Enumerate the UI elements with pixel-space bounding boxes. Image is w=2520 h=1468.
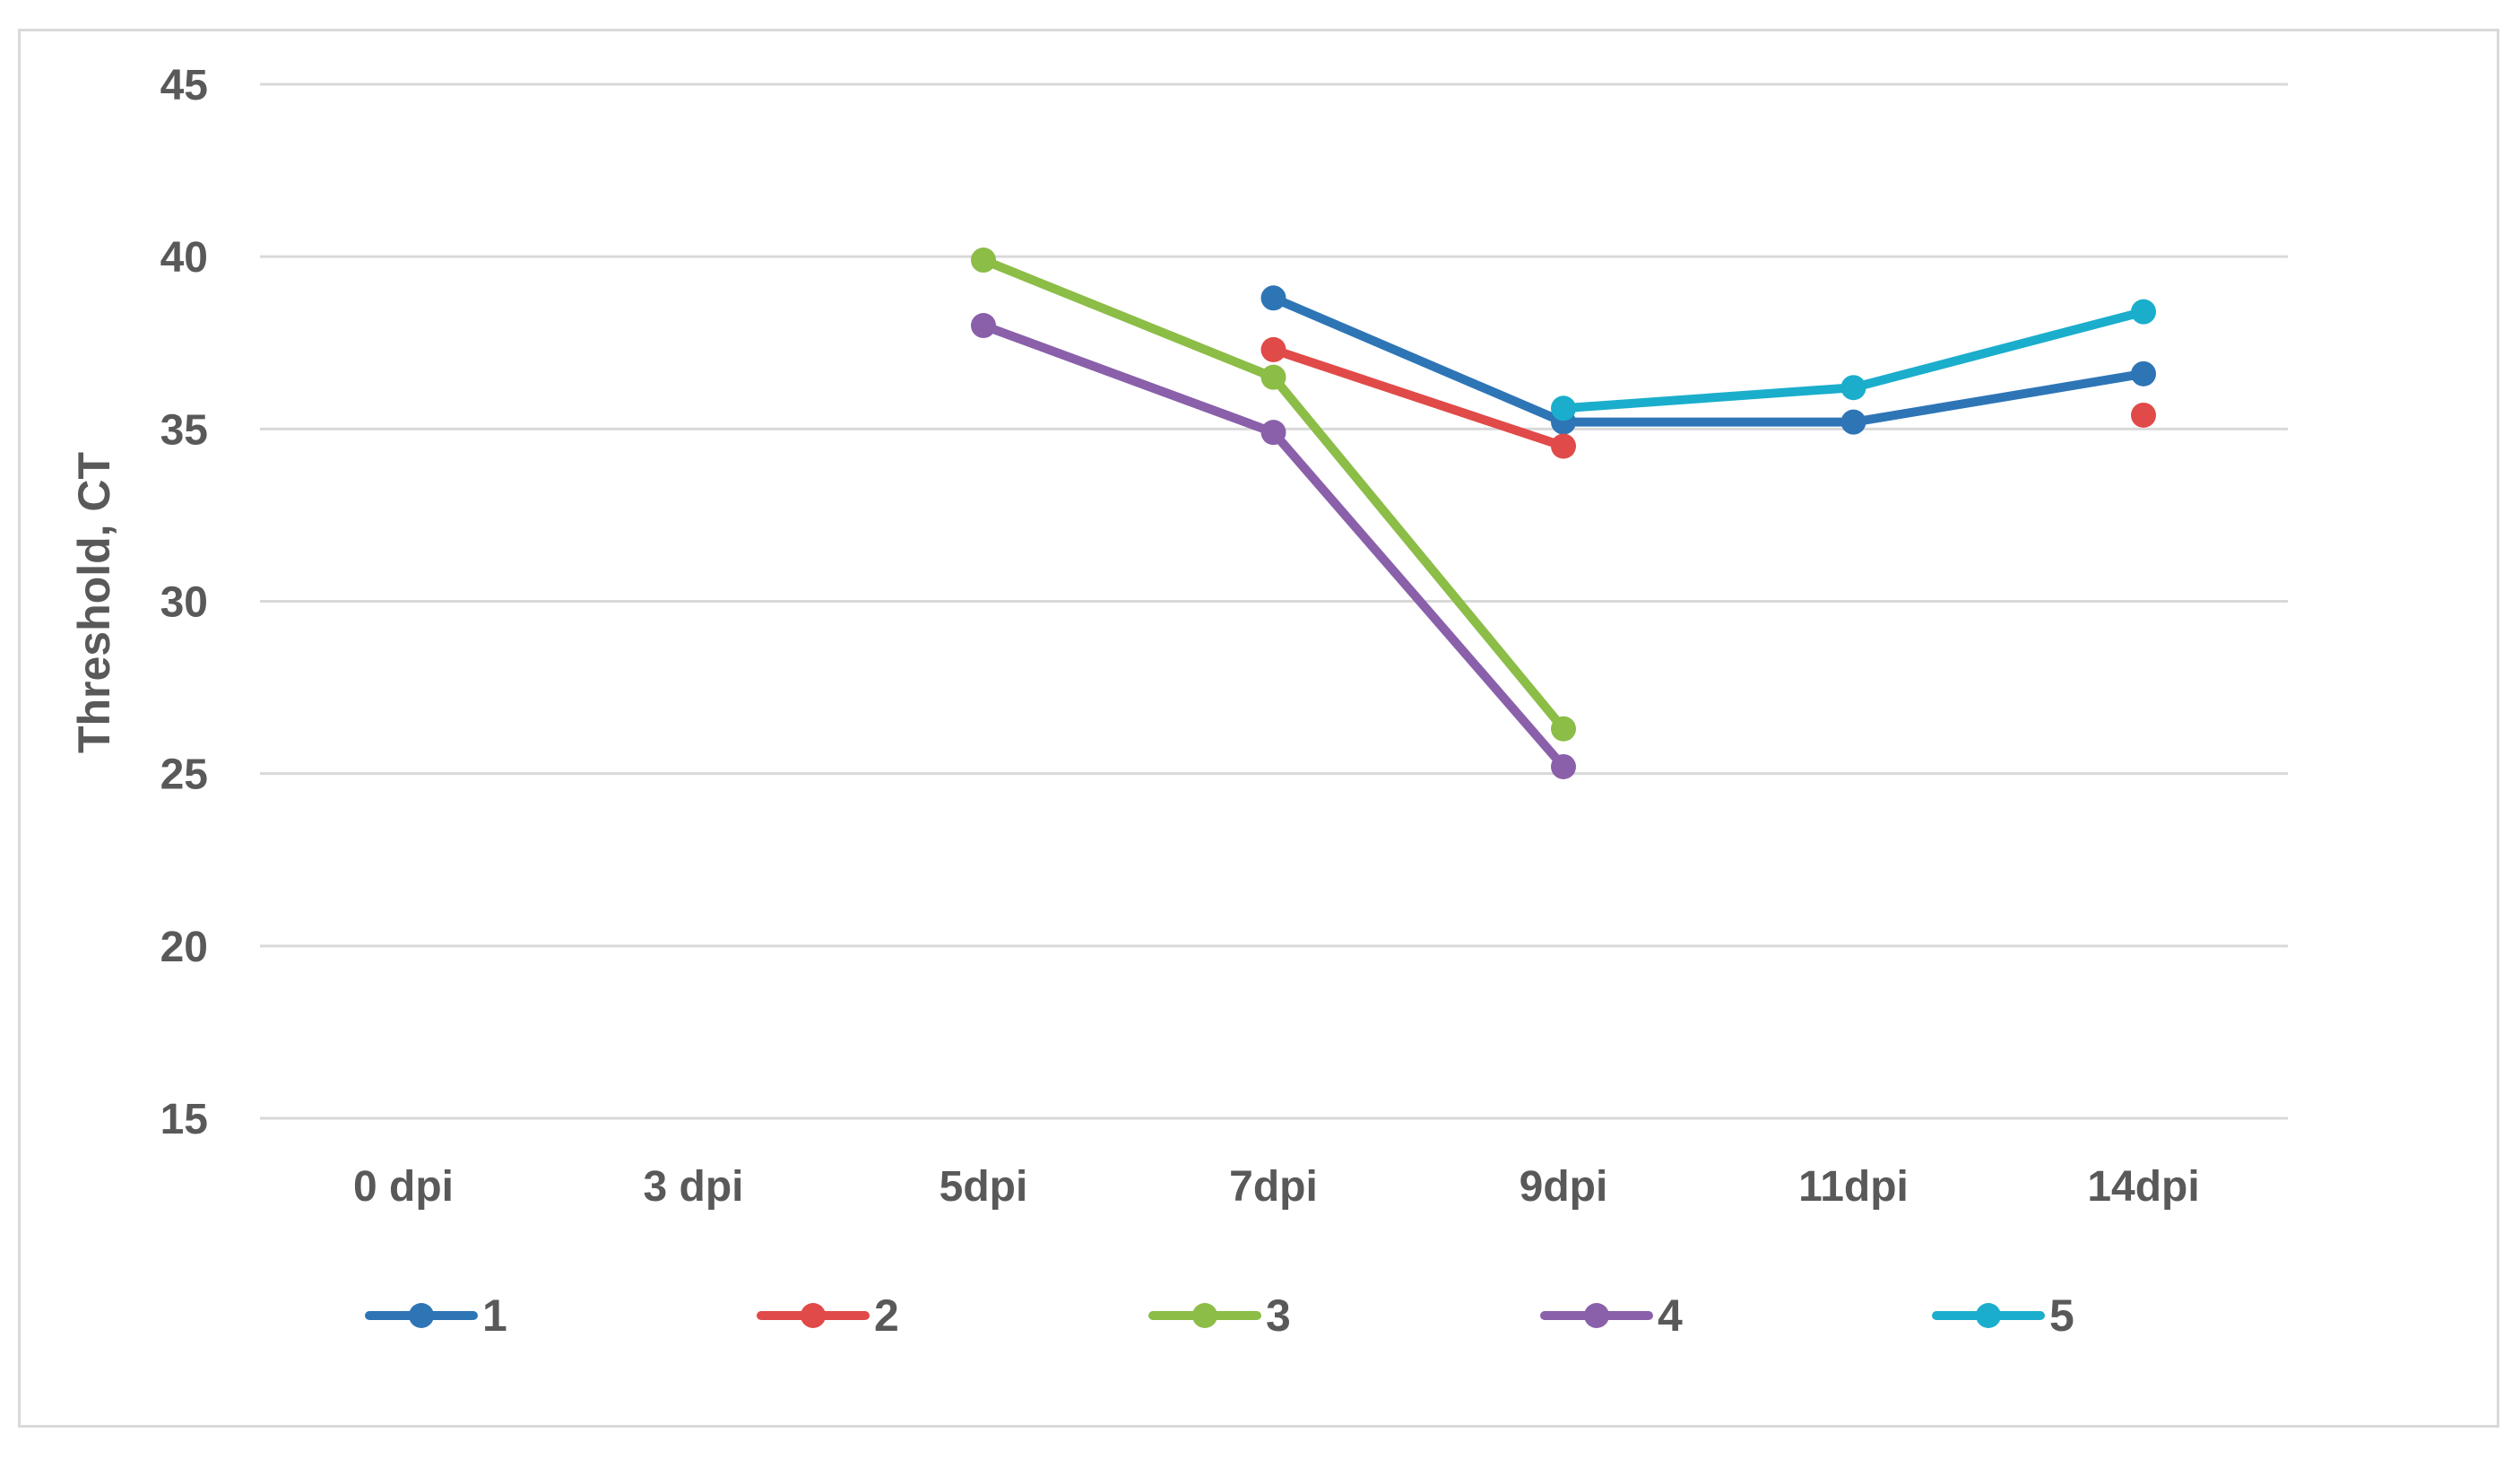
series-1-segment [1269, 293, 1568, 427]
legend-label: 4 [1658, 1290, 1683, 1341]
series-3-point [1260, 364, 1286, 390]
series-2-point [2131, 402, 2156, 428]
y-tick-label: 30 [160, 579, 208, 627]
series-2-point [1260, 336, 1286, 362]
legend-label: 2 [874, 1290, 899, 1341]
legend-item-2: 2 [757, 1290, 899, 1341]
series-4-segment [1269, 428, 1568, 771]
series-3-segment [979, 256, 1278, 382]
y-tick-label: 20 [160, 924, 208, 971]
y-tick-label: 40 [160, 234, 208, 282]
x-tick-label: 14dpi [2087, 1163, 2199, 1211]
series-4-point [1551, 753, 1576, 779]
y-axis-label: Threshold, CT [69, 452, 119, 753]
series-1-segment [1849, 369, 2148, 427]
series-2 [1260, 336, 2156, 459]
y-tick-label: 25 [160, 751, 208, 799]
series-3-point [1551, 716, 1576, 742]
series-3-segment [1269, 372, 1568, 734]
legend-label: 3 [1266, 1290, 1291, 1341]
legend-label: 1 [482, 1290, 507, 1341]
series-4-point [971, 313, 996, 339]
y-tick-label: 35 [160, 406, 208, 454]
x-tick-label: 9dpi [1520, 1163, 1608, 1211]
series-5-point [2131, 299, 2156, 325]
series-3-point [971, 248, 996, 274]
x-tick-label: 3 dpi [643, 1163, 743, 1211]
series-4 [971, 313, 1576, 779]
legend-item-4: 4 [1540, 1290, 1683, 1341]
x-axis-ticks: 0 dpi 3 dpi 5dpi 7dpi 9dpi 11dpi 14dpi [353, 1163, 2200, 1211]
x-tick-label: 0 dpi [353, 1163, 454, 1211]
legend-swatch-marker [409, 1303, 434, 1328]
series-lines [971, 248, 2156, 779]
series-1-point [2131, 360, 2156, 387]
legend-item-1: 1 [365, 1290, 507, 1341]
series-5-point [1551, 395, 1576, 421]
gridlines [260, 83, 2288, 1120]
legend: 1 2 3 4 5 [365, 1290, 2074, 1341]
series-5-segment [1849, 307, 2148, 393]
series-2-segment [1269, 344, 1568, 451]
legend-swatch-marker [801, 1303, 826, 1328]
chart-frame [18, 29, 2499, 1428]
series-4-segment [979, 321, 1278, 438]
legend-swatch-marker [1976, 1303, 2001, 1328]
series-1-point [1840, 409, 1866, 435]
series-5 [1551, 299, 2156, 421]
series-5-point [1840, 375, 1866, 401]
series-4-point [1260, 420, 1286, 446]
y-tick-label: 15 [160, 1096, 208, 1143]
x-tick-label: 11dpi [1798, 1163, 1909, 1211]
series-2-point [1551, 433, 1576, 459]
legend-swatch-marker [1192, 1303, 1217, 1328]
legend-item-3: 3 [1148, 1290, 1291, 1341]
series-1-point [1260, 285, 1286, 311]
x-tick-label: 7dpi [1229, 1163, 1318, 1211]
y-tick-label: 45 [160, 62, 208, 109]
series-3 [971, 248, 1576, 742]
legend-swatch-marker [1584, 1303, 1609, 1328]
series-1 [1260, 285, 2156, 435]
legend-label: 5 [2049, 1290, 2074, 1341]
legend-item-5: 5 [1932, 1290, 2074, 1341]
x-tick-label: 5dpi [940, 1163, 1028, 1211]
y-axis-ticks: 15 20 25 30 35 40 45 [160, 62, 208, 1143]
series-5-segment [1559, 383, 1858, 413]
